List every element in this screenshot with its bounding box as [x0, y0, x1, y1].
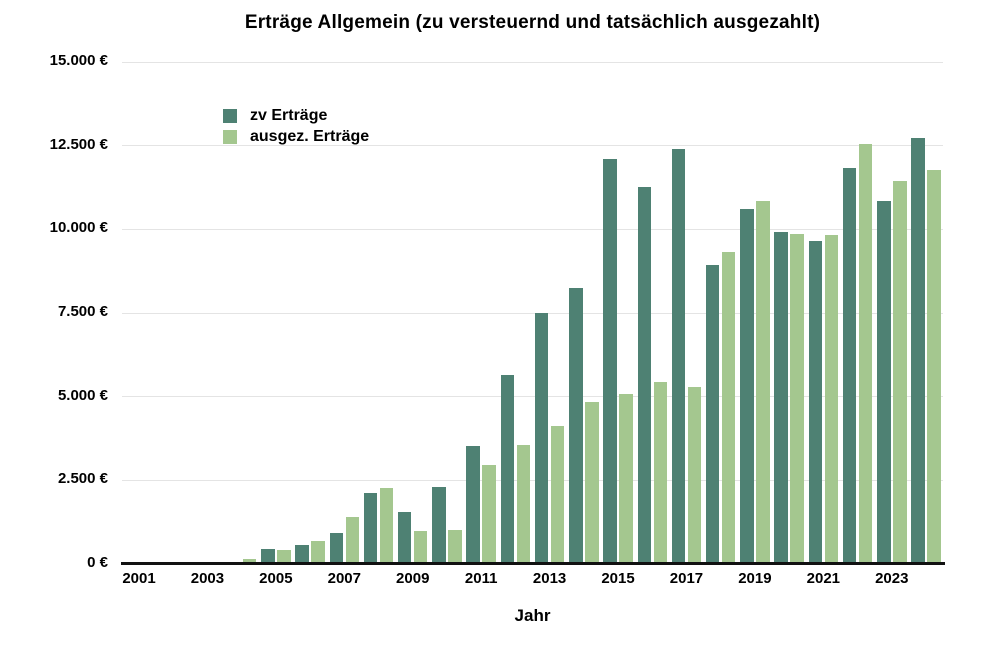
- x-tick-label: 2019: [738, 570, 772, 587]
- y-gridline: [122, 145, 943, 147]
- bar-zv-2020: [774, 232, 788, 564]
- bar-ausgez-2006: [311, 541, 325, 564]
- x-tick-label: 2021: [806, 570, 841, 587]
- bar-ausgez-2023: [893, 181, 907, 564]
- y-gridline: [122, 396, 943, 398]
- bar-zv-2017: [671, 149, 686, 564]
- bar-ausgez-2004: [242, 558, 257, 564]
- bar-ausgez-2010: [448, 529, 462, 564]
- x-tick-label: 2013: [532, 570, 567, 587]
- x-axis-line: [121, 562, 945, 565]
- bar-ausgez-2005: [277, 550, 291, 564]
- y-tick-label: 7.500 €: [57, 303, 108, 320]
- x-tick-label: 2017: [669, 570, 704, 587]
- legend-label-zv: zv Erträge: [250, 106, 328, 124]
- x-tick-label: 2007: [327, 570, 361, 587]
- y-tick-label: 2.500 €: [57, 470, 108, 488]
- y-tick-label: 5.000 €: [57, 386, 108, 404]
- x-tick-label: 2023: [875, 570, 909, 587]
- x-tick-label: 2005: [259, 570, 293, 587]
- bar-ausgez-2021: [824, 234, 839, 564]
- x-axis-title: Jahr: [514, 606, 551, 625]
- bar-ausgez-2020: [790, 234, 804, 564]
- bar-ausgez-2012: [516, 444, 531, 564]
- bar-zv-2015: [603, 159, 617, 564]
- legend-item-ausgez: ausgez. Erträge: [223, 126, 369, 147]
- legend-item-zv: zv Erträge: [223, 105, 369, 126]
- bar-ausgez-2014: [585, 402, 599, 564]
- bar-zv-2013: [534, 313, 549, 564]
- bar-ausgez-2019: [756, 201, 770, 564]
- y-gridline: [122, 61, 943, 63]
- bar-ausgez-2013: [550, 426, 565, 564]
- x-tick-label: 2009: [396, 570, 430, 587]
- y-gridline: [122, 312, 943, 314]
- bar-ausgez-2024: [927, 169, 941, 564]
- bar-ausgez-2011: [482, 464, 496, 564]
- x-tick-label: 2003: [190, 570, 225, 587]
- bar-zv-2010: [432, 487, 446, 564]
- bar-zv-2006: [295, 545, 309, 564]
- legend-label-ausgez: ausgez. Erträge: [250, 127, 370, 145]
- bar-zv-2012: [500, 375, 515, 564]
- bar-ausgez-2009: [413, 530, 428, 564]
- legend-swatch-zv: [223, 108, 237, 123]
- legend: zv Erträge ausgez. Erträge: [223, 105, 369, 147]
- bar-zv-2009: [397, 511, 412, 564]
- bar-zv-2023: [877, 200, 891, 564]
- bar-ausgez-2018: [721, 251, 736, 564]
- bar-zv-2007: [329, 532, 344, 564]
- bar-zv-2016: [637, 187, 651, 564]
- x-tick-label: 2001: [122, 570, 156, 587]
- bar-zv-2008: [363, 492, 378, 564]
- bar-ausgez-2016: [653, 382, 667, 564]
- bar-zv-2022: [842, 168, 857, 564]
- legend-swatch-ausgez: [223, 129, 237, 144]
- y-tick-label: 0 €: [87, 554, 108, 571]
- bar-zv-2011: [466, 445, 480, 564]
- x-tick-label: 2011: [464, 570, 498, 587]
- bar-zv-2024: [911, 138, 925, 564]
- bar-zv-2005: [261, 549, 275, 564]
- bar-ausgez-2022: [858, 143, 873, 564]
- y-gridline: [122, 479, 943, 481]
- bar-ausgez-2008: [379, 488, 394, 564]
- bar-ausgez-2007: [345, 517, 360, 564]
- chart-title: Erträge Allgemein (zu versteuernd und ta…: [244, 12, 821, 33]
- bar-zv-2014: [569, 287, 583, 564]
- bar-zv-2021: [808, 240, 823, 564]
- bar-zv-2018: [705, 264, 720, 564]
- bar-ausgez-2017: [687, 387, 702, 564]
- x-tick-label: 2015: [601, 570, 635, 587]
- y-tick-label: 10.000 €: [49, 219, 108, 237]
- y-tick-label: 15.000 €: [49, 52, 108, 69]
- bar-zv-2019: [740, 208, 754, 564]
- y-gridline: [122, 228, 943, 230]
- y-tick-label: 12.500 €: [49, 135, 108, 153]
- bar-ausgez-2015: [619, 394, 633, 564]
